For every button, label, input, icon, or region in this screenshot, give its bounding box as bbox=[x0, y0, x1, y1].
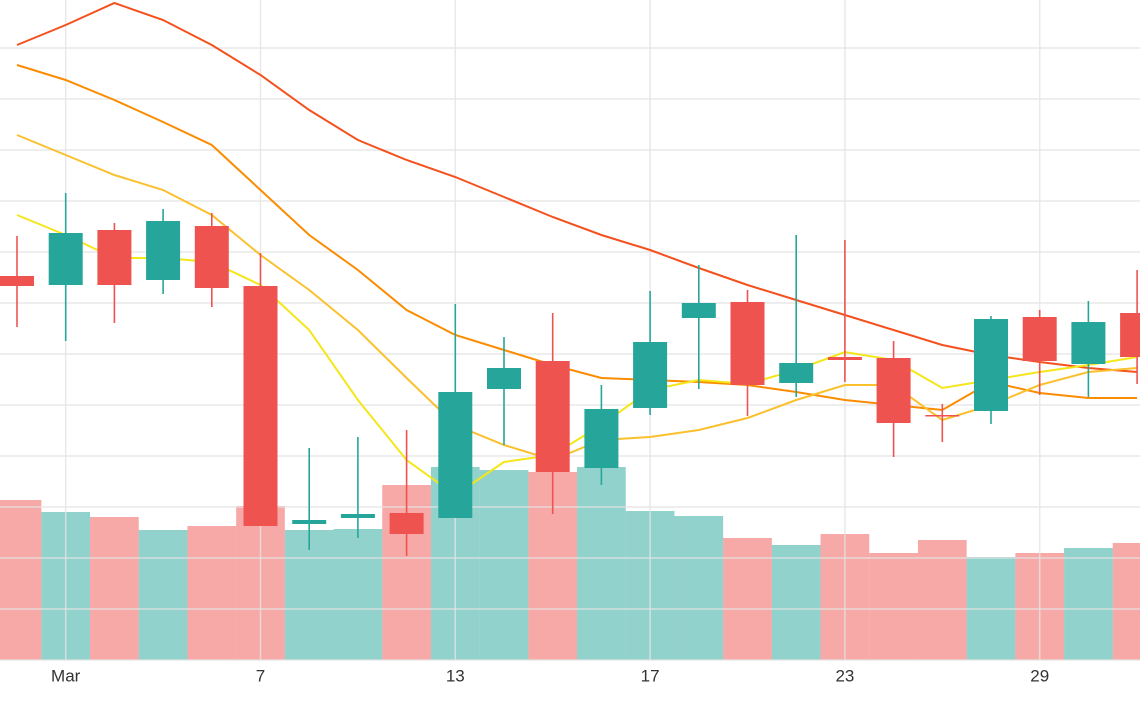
candle-body bbox=[243, 286, 278, 526]
candle-body bbox=[1071, 322, 1106, 364]
candle-body bbox=[974, 319, 1008, 411]
volume-bar bbox=[723, 538, 772, 660]
moving-average-line bbox=[16, 64, 1138, 412]
candle-body bbox=[827, 357, 862, 360]
volume-bar bbox=[577, 467, 626, 660]
candle-body bbox=[389, 513, 424, 534]
candle-body bbox=[925, 415, 960, 417]
candle-body bbox=[1022, 317, 1057, 361]
candle-body bbox=[0, 276, 34, 286]
candle-body bbox=[438, 392, 473, 518]
x-tick-label: 23 bbox=[835, 666, 854, 685]
candle-body bbox=[194, 226, 229, 288]
x-tick-label: 7 bbox=[256, 666, 265, 685]
volume-bar bbox=[869, 553, 918, 660]
volume-bar bbox=[284, 530, 334, 660]
moving-average-line bbox=[16, 134, 1138, 462]
volume-bar bbox=[187, 526, 237, 660]
candle-body bbox=[1120, 313, 1140, 357]
volume-bar bbox=[917, 540, 967, 660]
volume-bar bbox=[1064, 548, 1113, 660]
moving-average-line bbox=[16, 1, 1138, 373]
candle-body bbox=[48, 233, 83, 285]
x-tick-label: Mar bbox=[51, 666, 81, 685]
volume-bar bbox=[771, 545, 821, 660]
x-tick-label: 17 bbox=[641, 666, 660, 685]
x-tick-label: 29 bbox=[1030, 666, 1049, 685]
candle-body bbox=[97, 230, 132, 285]
candle-body bbox=[487, 368, 521, 389]
candle-body bbox=[146, 221, 181, 280]
volume-bar bbox=[1112, 543, 1140, 660]
moving-average-line bbox=[16, 214, 1138, 497]
volume-bar bbox=[479, 470, 529, 660]
volume-bar bbox=[674, 516, 724, 660]
volume-bar bbox=[138, 530, 188, 660]
candle-body bbox=[681, 303, 716, 318]
volume-bar bbox=[90, 517, 139, 660]
candle-body bbox=[633, 342, 668, 408]
candle-body bbox=[292, 520, 327, 524]
volume-bar bbox=[333, 529, 383, 660]
candle-body bbox=[730, 302, 765, 385]
candle-body bbox=[876, 358, 911, 423]
volume-bar bbox=[0, 500, 42, 660]
candle-body bbox=[340, 514, 375, 518]
candle-body bbox=[535, 361, 570, 472]
candle-body bbox=[584, 409, 619, 468]
candle-body bbox=[779, 363, 814, 383]
x-tick-label: 13 bbox=[446, 666, 465, 685]
